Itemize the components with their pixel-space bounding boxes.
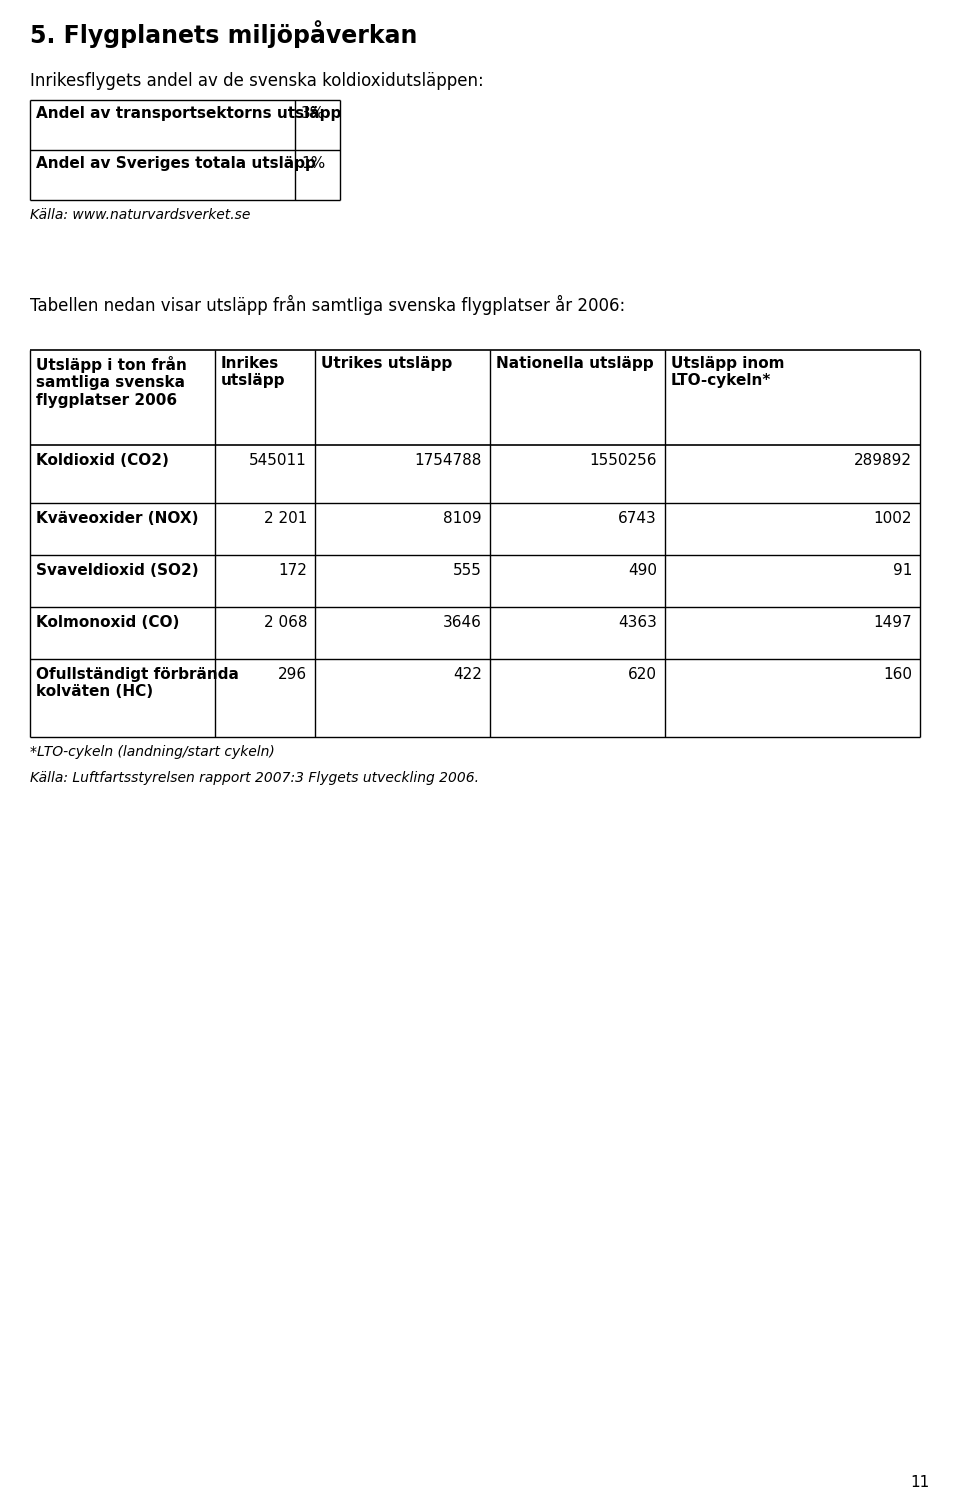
Text: 3646: 3646 [444,616,482,629]
Text: 1002: 1002 [874,512,912,527]
Text: Källa: Luftfartsstyrelsen rapport 2007:3 Flygets utveckling 2006.: Källa: Luftfartsstyrelsen rapport 2007:3… [30,771,479,785]
Text: 1550256: 1550256 [589,453,657,468]
Text: 11: 11 [911,1474,930,1489]
Text: 91: 91 [893,563,912,578]
Text: Inrikes
utsläpp: Inrikes utsläpp [221,356,285,388]
Text: *LTO-cykeln (landning/start cykeln): *LTO-cykeln (landning/start cykeln) [30,745,275,759]
Text: Ofullständigt förbrända
kolväten (HC): Ofullständigt förbrända kolväten (HC) [36,667,239,699]
Text: Svaveldioxid (SO2): Svaveldioxid (SO2) [36,563,199,578]
Text: 1754788: 1754788 [415,453,482,468]
Text: Utsläpp inom
LTO-cykeln*: Utsläpp inom LTO-cykeln* [671,356,784,388]
Text: 2 201: 2 201 [264,512,307,527]
Text: 620: 620 [628,667,657,682]
Text: 172: 172 [278,563,307,578]
Text: 422: 422 [453,667,482,682]
Text: Kolmonoxid (CO): Kolmonoxid (CO) [36,616,180,629]
Text: 289892: 289892 [854,453,912,468]
Text: Andel av transportsektorns utsläpp: Andel av transportsektorns utsläpp [36,106,342,121]
Text: 3%: 3% [301,106,325,121]
Text: Kväveoxider (NOX): Kväveoxider (NOX) [36,512,199,527]
Text: Tabellen nedan visar utsläpp från samtliga svenska flygplatser år 2006:: Tabellen nedan visar utsläpp från samtli… [30,294,625,315]
Text: Nationella utsläpp: Nationella utsläpp [496,356,654,371]
Text: 2 068: 2 068 [263,616,307,629]
Text: Koldioxid (CO2): Koldioxid (CO2) [36,453,169,468]
Text: Andel av Sveriges totala utsläpp: Andel av Sveriges totala utsläpp [36,155,316,171]
Text: Utrikes utsläpp: Utrikes utsläpp [321,356,452,371]
Text: 296: 296 [277,667,307,682]
Text: 555: 555 [453,563,482,578]
Text: Inrikesflygets andel av de svenska koldioxidutsläppen:: Inrikesflygets andel av de svenska koldi… [30,72,484,91]
Text: 4363: 4363 [618,616,657,629]
Text: 8109: 8109 [444,512,482,527]
Text: 490: 490 [628,563,657,578]
Text: 6743: 6743 [618,512,657,527]
Text: Källa: www.naturvardsverket.se: Källa: www.naturvardsverket.se [30,208,251,222]
Text: 5. Flygplanets miljöpåverkan: 5. Flygplanets miljöpåverkan [30,20,418,48]
Text: 1497: 1497 [874,616,912,629]
Text: 1%: 1% [301,155,325,171]
Text: Utsläpp i ton från
samtliga svenska
flygplatser 2006: Utsläpp i ton från samtliga svenska flyg… [36,356,187,407]
Text: 160: 160 [883,667,912,682]
Text: 545011: 545011 [250,453,307,468]
